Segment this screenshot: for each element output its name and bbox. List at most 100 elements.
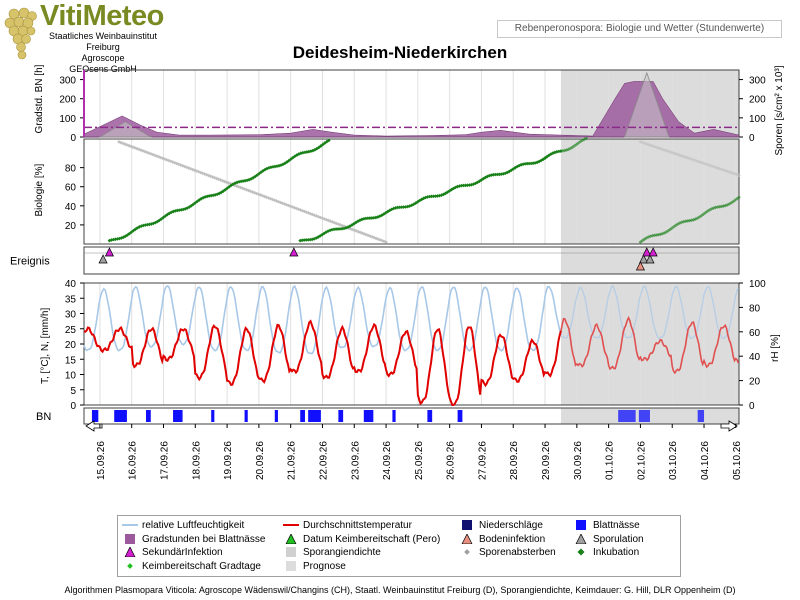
scroll-left-arrow [85, 420, 103, 432]
legend-item-degh: Gradstunden bei Blattnässe [122, 533, 265, 546]
humidity-line [83, 285, 562, 355]
legend-label: Sporulation [593, 533, 644, 545]
triangle-green-icon [283, 533, 299, 545]
incubation-series-2 [543, 136, 589, 160]
square-purple-icon [122, 533, 138, 544]
panel-frame-n [83, 407, 740, 425]
y2-tick-label: 80 [749, 303, 761, 314]
legend-label: Sporangiendichte [303, 547, 381, 558]
temperature-line [83, 319, 562, 406]
incubation-series-1-point [334, 227, 338, 231]
leafwet-block [308, 410, 321, 422]
leafwet-block [146, 410, 151, 422]
y-tick-label: 10 [65, 371, 77, 382]
y2-tick-label: 300 [749, 76, 766, 87]
legend-label: Prognose [303, 560, 346, 572]
institution-geosens: GEOsens GmbH [69, 64, 137, 74]
sporangia-series-0 [117, 140, 388, 244]
x-tick-label: 18.09.26 [191, 441, 202, 480]
event-sekundaer-marker [104, 247, 115, 257]
y-tick-label: 0 [70, 133, 76, 144]
event-sekundaer-marker [289, 247, 299, 257]
diamond-green-small-icon [122, 561, 138, 571]
y-tick-label: 300 [59, 76, 76, 87]
x-tick-label: 25.09.26 [414, 441, 425, 480]
leafwet-block [427, 410, 433, 422]
chart-subtitle: Rebenperonospora: Biologie und Wetter (S… [497, 20, 782, 38]
grape-logo [4, 7, 37, 60]
incubation-series-1-point [461, 183, 466, 188]
diamond-grey-icon [459, 547, 475, 557]
diamond-green-icon [573, 547, 589, 557]
incubation-series-1-point [493, 172, 498, 177]
ereignis-label: Ereignis [10, 256, 50, 268]
line-red-icon [283, 520, 299, 530]
incubation-series-1-point [399, 205, 404, 210]
incubation-series-0 [107, 138, 331, 243]
humidity-line-forecast [560, 284, 740, 340]
prognosis-region-b [560, 139, 739, 244]
leafwet-block [173, 410, 183, 422]
x-tick-label: 24.09.26 [382, 441, 393, 480]
sporangia-series-0-point [384, 240, 388, 244]
y-tick-label: 100 [59, 114, 76, 125]
leafwet-block [338, 410, 344, 422]
x-tick-label: 26.09.26 [446, 441, 457, 480]
square-lightgrey-icon [283, 547, 299, 558]
leafwet-block [274, 410, 278, 422]
event-sporulation-marker [98, 254, 108, 264]
x-tick-label: 28.09.26 [509, 441, 520, 480]
panel-frame-e [83, 246, 740, 275]
y2-tick-label: 20 [749, 377, 761, 388]
y-axis-label-wetter: T, [°C], N, [mm/h] [40, 308, 51, 384]
y2-tick-label: 200 [749, 95, 766, 106]
institution-list: Staatliches Weinbauinstitut Freiburg Agr… [38, 31, 168, 75]
y2-tick-label: 100 [749, 114, 766, 125]
x-tick-label: 01.10.26 [605, 441, 616, 480]
legend-item-spa: Sporenabsterben [459, 546, 556, 559]
x-tick-label: 03.10.26 [668, 441, 679, 480]
y2-tick-label: 100 [749, 279, 766, 290]
panel-frame-b [83, 138, 740, 245]
y2-tick-label: 0 [749, 401, 755, 412]
y-axis-label-biologie: Biologie [%] [34, 163, 45, 216]
legend-item-kgt: Keimbereitschaft Gradtage [122, 560, 261, 573]
incubation-series-1-point [431, 194, 436, 199]
incubation-series-1-point [366, 216, 370, 221]
scroll-right-arrow [720, 420, 738, 432]
triangle-salmon-icon [459, 533, 475, 545]
leafwet-block [211, 410, 215, 422]
square-prognosis-icon [283, 560, 299, 571]
y-tick-label: 40 [65, 202, 77, 213]
legend-item-rh: relative Luftfeuchtigkeit [122, 519, 244, 532]
chart-legend: relative Luftfeuchtigkeit Durchschnittste… [117, 515, 681, 577]
incubation-series-1-point [525, 161, 529, 166]
line-lightblue-icon [122, 520, 138, 530]
x-tick-label: 16.09.26 [128, 441, 139, 480]
x-tick-label: 05.10.26 [732, 441, 743, 480]
x-tick-label: 29.09.26 [541, 441, 552, 480]
incubation-series-1-point [336, 227, 340, 231]
y-tick-label: 30 [65, 310, 77, 321]
event-sekundaer-marker [648, 247, 658, 257]
x-tick-label: 30.09.26 [573, 441, 584, 480]
y-tick-label: 40 [65, 279, 77, 290]
legend-item-precip: Niederschläge [459, 519, 543, 532]
legend-label: Sporenabsterben [479, 547, 556, 558]
incubation-series-1-point [368, 216, 372, 220]
leafwet-block [697, 410, 705, 422]
incubation-series-1-point [397, 205, 402, 210]
legend-item-ink: Inkubation [573, 546, 639, 559]
app-logo: VitiMeteo [40, 0, 164, 32]
spore-triangle [98, 121, 153, 138]
y-axis-label-gradstd: Gradstd. BN [h] [34, 64, 45, 133]
y-tick-label: 15 [65, 355, 77, 366]
footer-credits: Algorithmen Plasmopara Viticola: Agrosco… [64, 585, 736, 595]
institution-agroscope: Agroscope [81, 53, 125, 63]
leafwet-block [457, 410, 463, 422]
legend-label: Bodeninfektion [479, 533, 546, 545]
y2-tick-label: 40 [749, 352, 761, 363]
institution-freiburg: Staatliches Weinbauinstitut Freiburg [49, 31, 157, 52]
leafwet-block [392, 410, 396, 422]
triangle-magenta-icon [122, 546, 138, 558]
